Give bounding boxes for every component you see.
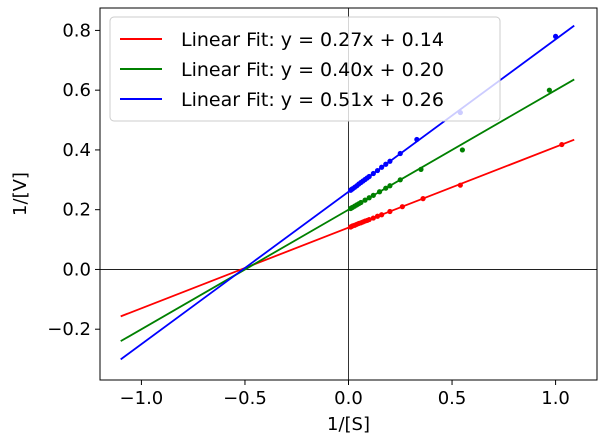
- data-point-series-1: [366, 195, 372, 201]
- data-point-series-0: [379, 212, 385, 218]
- data-point-series-1: [387, 183, 393, 189]
- data-point-series-1: [358, 199, 364, 206]
- x-tick-label: −0.5: [223, 388, 267, 409]
- data-point-series-2: [370, 170, 376, 177]
- fit-line-series-0: [120, 138, 575, 318]
- data-point-series-2: [366, 173, 372, 180]
- y-tick-label: −0.2: [47, 319, 91, 340]
- x-tick-label: 0.0: [334, 388, 363, 409]
- legend-box: [109, 16, 501, 122]
- data-point-series-1: [397, 177, 403, 183]
- data-point-series-2: [414, 136, 420, 143]
- tick-layer: −1.0 −0.5 0.0 0.5 1.0 −0.2 0.0 0.2 0.4 0.6 0.8: [47, 20, 570, 409]
- data-point-series-0: [420, 196, 426, 202]
- data-point-series-2: [552, 33, 559, 39]
- plot-layer: [100, 8, 597, 380]
- data-point-series-2: [383, 161, 389, 167]
- data-point-series-0: [387, 208, 393, 215]
- data-point-series-1: [418, 166, 424, 172]
- y-tick-label: 0.6: [62, 80, 91, 101]
- x-tick-label: 0.5: [438, 388, 467, 409]
- data-point-series-1: [370, 192, 376, 198]
- legend-entry-red: Linear Fit: y = 0.27x + 0.14: [181, 29, 444, 51]
- data-point-series-0: [559, 141, 565, 148]
- y-tick-label: 0.8: [62, 20, 91, 41]
- data-point-series-2: [387, 158, 393, 164]
- y-axis-label: 1/[V]: [10, 172, 31, 216]
- data-point-series-0: [399, 204, 405, 210]
- data-point-series-1: [459, 147, 465, 153]
- data-point-series-1: [376, 189, 383, 195]
- x-tick-label: −1.0: [120, 388, 164, 409]
- fit-line-series-1: [120, 78, 575, 342]
- data-point-series-0: [374, 213, 381, 219]
- data-point-series-0: [366, 216, 372, 223]
- legend-entry-blue: Linear Fit: y = 0.51x + 0.26: [181, 89, 444, 111]
- y-tick-label: 0.2: [62, 200, 91, 221]
- y-tick-label: 0.0: [62, 259, 91, 280]
- data-point-series-2: [397, 150, 403, 157]
- data-point-series-1: [383, 185, 389, 191]
- x-tick-label: 1.0: [541, 388, 570, 409]
- legend: Linear Fit: y = 0.27x + 0.14 Linear Fit:…: [109, 16, 501, 122]
- data-point-series-2: [379, 164, 385, 170]
- x-axis-label: 1/[S]: [327, 414, 370, 435]
- data-point-series-1: [362, 197, 368, 203]
- data-point-series-0: [457, 182, 463, 188]
- legend-entry-green: Linear Fit: y = 0.40x + 0.20: [181, 59, 444, 81]
- data-point-series-1: [546, 87, 552, 93]
- data-point-series-0: [370, 215, 376, 221]
- y-tick-label: 0.4: [62, 140, 91, 161]
- data-point-series-2: [374, 167, 381, 174]
